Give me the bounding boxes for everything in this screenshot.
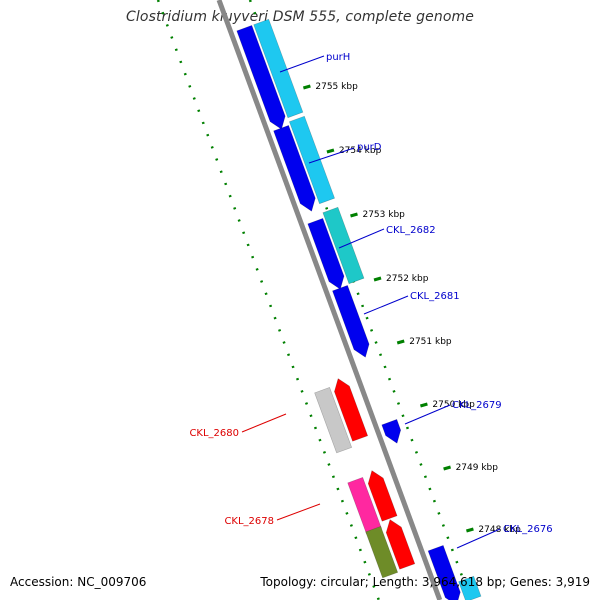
tick-label: 2749 kbp <box>456 463 499 473</box>
gene-arrow <box>332 285 370 358</box>
gene-label: CKL_2678 <box>224 516 274 527</box>
tick-mark <box>350 212 358 218</box>
gene-label: purD <box>357 142 382 153</box>
gene-arrow <box>365 526 399 579</box>
gene-arrow <box>289 115 335 205</box>
gene-label-leader <box>241 413 287 433</box>
gene-label-leader <box>338 228 385 249</box>
tick-label: 2754 kbp <box>339 146 382 156</box>
gene-label-leader <box>308 147 355 164</box>
gene-arrow <box>458 575 482 600</box>
gene-label: CKL_2679 <box>452 400 502 411</box>
gene-label: purH <box>326 52 350 63</box>
gene-arrow <box>385 519 416 570</box>
gene-label: CKL_2680 <box>189 428 239 439</box>
gene-arrow <box>253 18 304 119</box>
gene-label-leader <box>404 404 451 425</box>
gene-label: CKL_2681 <box>410 291 460 302</box>
tick-label: 2748 kbp <box>478 525 521 535</box>
gene-label-leader <box>279 55 325 73</box>
gene-arrow <box>381 419 402 444</box>
tick-label: 2755 kbp <box>315 82 358 92</box>
tick-label: 2750 kbp <box>432 400 475 410</box>
tick-mark <box>373 276 382 282</box>
tick-mark <box>465 527 474 533</box>
topology-label: Topology: circular; Length: 3,964,618 bp… <box>260 575 590 589</box>
gene-arrow <box>427 545 461 600</box>
gene-label-leader <box>363 295 409 315</box>
tick-mark <box>302 84 311 90</box>
genome-backbone <box>216 0 443 600</box>
gene-arrow <box>367 470 398 522</box>
map-title: Clostridium kluyveri DSM 555, complete g… <box>126 9 474 25</box>
gene-label: CKL_2676 <box>503 524 553 535</box>
tick-mark <box>443 465 452 471</box>
gene-arrow <box>273 125 316 212</box>
gene-label: CKL_2682 <box>386 225 436 236</box>
tick-label: 2753 kbp <box>362 210 405 220</box>
tick-mark <box>326 148 335 154</box>
gene-arrow <box>314 387 353 454</box>
gene-arrow <box>236 25 286 130</box>
gene-arrow <box>307 218 345 290</box>
gene-label-leader <box>456 528 501 549</box>
tick-label: 2752 kbp <box>386 274 429 284</box>
tick-label: 2751 kbp <box>409 337 452 347</box>
accession-label: Accession: NC_009706 <box>10 575 147 589</box>
gene-arrow <box>334 378 369 442</box>
gene-arrow <box>322 206 365 285</box>
tick-mark <box>419 402 428 408</box>
gene-label-leader <box>276 503 321 521</box>
tick-mark <box>396 339 405 345</box>
gene-arrow <box>347 477 382 535</box>
